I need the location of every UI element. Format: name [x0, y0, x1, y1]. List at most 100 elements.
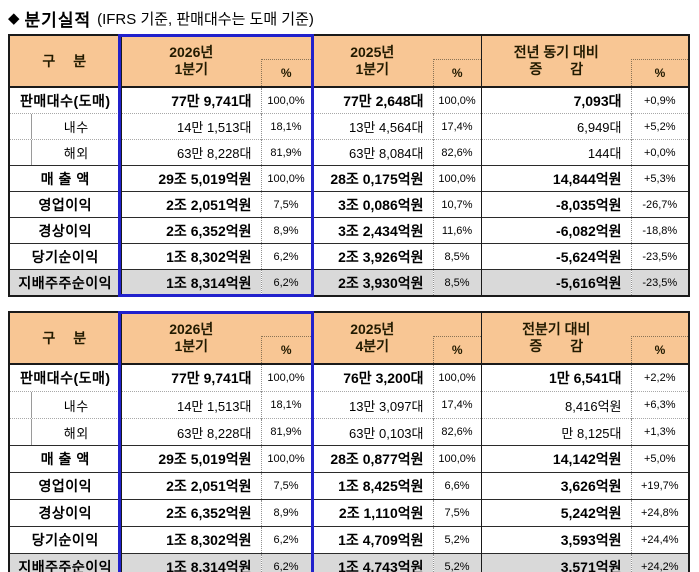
value-cell: 28조 0,877억원 [310, 445, 433, 473]
value-cell: 14만 1,513대 [120, 391, 261, 419]
row-label: 경상이익 [9, 217, 121, 244]
value-cell: -5,624억원 [480, 243, 631, 270]
value-cell: 2조 6,352억원 [120, 217, 261, 244]
value-cell: 144대 [480, 139, 631, 166]
value-cell: 8,416억원 [480, 391, 631, 419]
percent-cell: 100,0% [432, 445, 481, 473]
value-cell: 2조 2,051억원 [120, 472, 261, 500]
quarterly-qoq-table-wrap: 구 분 2026년 1분기 % 2025년 4분기 % 전분기 대비 증 감 %… [8, 311, 690, 572]
value-cell: 13만 3,097대 [310, 391, 433, 419]
value-cell: 63만 8,228대 [120, 418, 261, 446]
value-cell: 1조 8,314억원 [120, 269, 261, 296]
percent-subheader: % [433, 59, 481, 86]
row-label: 경상이익 [9, 499, 121, 527]
value-cell: 1조 4,709억원 [310, 526, 433, 554]
table-row: 당기순이익 1조 8,302억원 6,2% 2조 3,926억원 8,5% -5,624억… [9, 243, 689, 270]
value-cell: 14,844억원 [480, 165, 631, 192]
column-header-category: 구 분 [9, 312, 121, 365]
column-header-percent: % [631, 312, 689, 365]
table-row: 내수 14만 1,513대 18,1% 13만 4,564대 17,4% 6,949대 +5… [9, 113, 689, 140]
column-header-yoy-change: 전년 동기 대비 증 감 [480, 35, 631, 88]
percent-cell: 8,5% [432, 269, 481, 296]
percent-cell: +6,3% [630, 391, 689, 419]
quarterly-yoy-table: 구 분 2026년 1분기 % 2025년 1분기 % 전년 동기 대비 증 감… [8, 34, 690, 297]
percent-cell: 11,6% [432, 217, 481, 244]
percent-cell: 17,4% [432, 113, 481, 140]
percent-cell: +0,0% [630, 139, 689, 166]
value-cell: 14,142억원 [480, 445, 631, 473]
table-row: 매 출 액 29조 5,019억원 100,0% 28조 0,175억원 100,0% 1… [9, 165, 689, 192]
row-sublabel-box: 해외 [31, 419, 121, 445]
table-row: 경상이익 2조 6,352억원 8,9% 3조 2,434억원 11,6% -6,082억… [9, 217, 689, 244]
percent-cell: 5,2% [432, 553, 481, 572]
percent-subheader: % [261, 59, 311, 86]
percent-cell: 7,5% [260, 472, 311, 500]
percent-cell: 81,9% [260, 418, 311, 446]
value-cell: 76만 3,200대 [310, 363, 433, 392]
percent-cell: 82,6% [432, 418, 481, 446]
table-row: 지배주주순이익 1조 8,314억원 6,2% 1조 4,743억원 5,2% 3,571… [9, 553, 689, 572]
value-cell: 14만 1,513대 [120, 113, 261, 140]
table-row: 판매대수(도매) 77만 9,741대 100,0% 77만 2,648대 100,0%… [9, 86, 689, 114]
value-cell: 3,593억원 [480, 526, 631, 554]
percent-cell: 100,0% [432, 363, 481, 392]
value-cell: 1만 6,541대 [480, 363, 631, 392]
percent-cell: +19,7% [630, 472, 689, 500]
percent-cell: 100,0% [260, 363, 311, 392]
table-row: 판매대수(도매) 77만 9,741대 100,0% 76만 3,200대 100,0%… [9, 363, 689, 392]
percent-cell: +24,2% [630, 553, 689, 572]
header-row: 구 분 2026년 1분기 % 2025년 4분기 % 전분기 대비 증 감 % [9, 312, 689, 365]
column-header-percent: % [261, 312, 311, 365]
percent-subheader: % [631, 336, 688, 363]
percent-cell: 8,5% [432, 243, 481, 270]
column-header-2026-q1: 2026년 1분기 [120, 35, 261, 88]
table-row: 내수 14만 1,513대 18,1% 13만 3,097대 17,4% 8,416억원 +… [9, 391, 689, 419]
value-cell: 63만 8,084대 [310, 139, 433, 166]
table-row: 지배주주순이익 1조 8,314억원 6,2% 2조 3,930억원 8,5% -5,61… [9, 269, 689, 296]
row-label: 해외 [9, 139, 121, 166]
column-header-percent: % [433, 35, 481, 88]
table-body: 판매대수(도매) 77만 9,741대 100,0% 76만 3,200대 100,0%… [9, 363, 689, 572]
percent-subheader: % [433, 336, 481, 363]
percent-cell: -23,5% [630, 243, 689, 270]
percent-cell: 100,0% [432, 86, 481, 114]
row-sublabel-box: 내수 [31, 114, 121, 139]
value-cell: 3,571억원 [480, 553, 631, 572]
value-cell: 1조 8,425억원 [310, 472, 433, 500]
percent-subheader: % [261, 336, 311, 363]
table-row: 해외 63만 8,228대 81,9% 63만 0,103대 82,6% 만 8,125대… [9, 418, 689, 446]
percent-cell: 82,6% [432, 139, 481, 166]
column-header-qoq-change: 전분기 대비 증 감 [480, 312, 631, 365]
value-cell: 77만 9,741대 [120, 86, 261, 114]
row-label: 영업이익 [9, 191, 121, 218]
value-cell: 2조 3,926억원 [310, 243, 433, 270]
percent-cell: +5,0% [630, 445, 689, 473]
table-row: 매 출 액 29조 5,019억원 100,0% 28조 0,877억원 100,0% 1… [9, 445, 689, 473]
percent-cell: +5,2% [630, 113, 689, 140]
value-cell: 3조 2,434억원 [310, 217, 433, 244]
row-label: 영업이익 [9, 472, 121, 500]
percent-cell: 6,2% [260, 269, 311, 296]
value-cell: 2조 3,930억원 [310, 269, 433, 296]
column-header-percent: % [631, 35, 689, 88]
row-sublabel-box: 해외 [31, 140, 121, 165]
table-row: 해외 63만 8,228대 81,9% 63만 8,084대 82,6% 144대 +0,0… [9, 139, 689, 166]
percent-cell: 7,5% [432, 499, 481, 527]
percent-cell: +0,9% [630, 86, 689, 114]
value-cell: -5,616억원 [480, 269, 631, 296]
percent-cell: 100,0% [432, 165, 481, 192]
row-label: 지배주주순이익 [9, 269, 121, 296]
percent-cell: +2,2% [630, 363, 689, 392]
row-label: 당기순이익 [9, 526, 121, 554]
percent-cell: 8,9% [260, 217, 311, 244]
diamond-bullet-icon: ◆ [8, 10, 20, 27]
value-cell: 77만 2,648대 [310, 86, 433, 114]
value-cell: -8,035억원 [480, 191, 631, 218]
value-cell: 13만 4,564대 [310, 113, 433, 140]
column-header-category: 구 분 [9, 35, 121, 88]
percent-cell: -26,7% [630, 191, 689, 218]
row-label: 지배주주순이익 [9, 553, 121, 572]
percent-cell: 6,6% [432, 472, 481, 500]
row-label: 당기순이익 [9, 243, 121, 270]
percent-cell: -23,5% [630, 269, 689, 296]
